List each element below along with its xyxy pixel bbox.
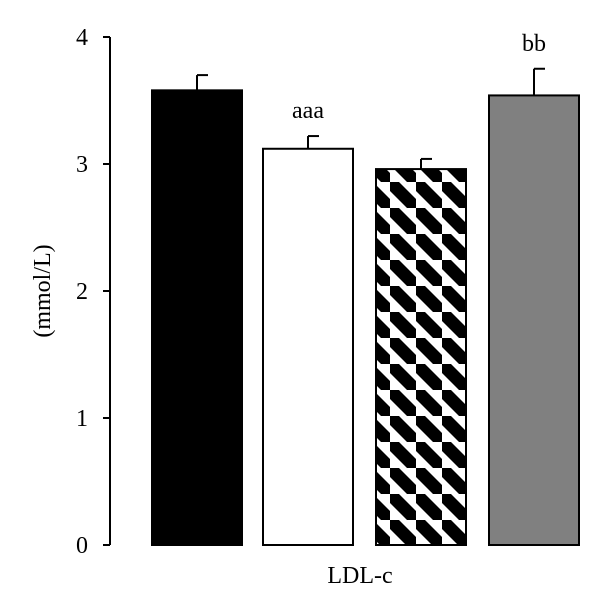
y-tick-label: 1	[76, 406, 88, 432]
y-tick-label: 3	[76, 152, 88, 178]
significance-label: aaa	[292, 98, 324, 124]
x-axis-label: LDL-c	[327, 563, 392, 589]
bar	[375, 168, 467, 547]
bars: aaa bb	[151, 31, 580, 547]
axes: 0 1 2 3 4	[76, 25, 111, 559]
y-tick-label: 4	[76, 25, 88, 51]
bar	[151, 89, 243, 546]
y-tick-label: 2	[76, 279, 88, 305]
bar	[488, 94, 580, 546]
y-axis-label: (mmol/L)	[30, 244, 56, 337]
y-tick-label: 0	[76, 533, 88, 559]
significance-label: bb	[522, 31, 546, 57]
bar	[262, 147, 354, 546]
